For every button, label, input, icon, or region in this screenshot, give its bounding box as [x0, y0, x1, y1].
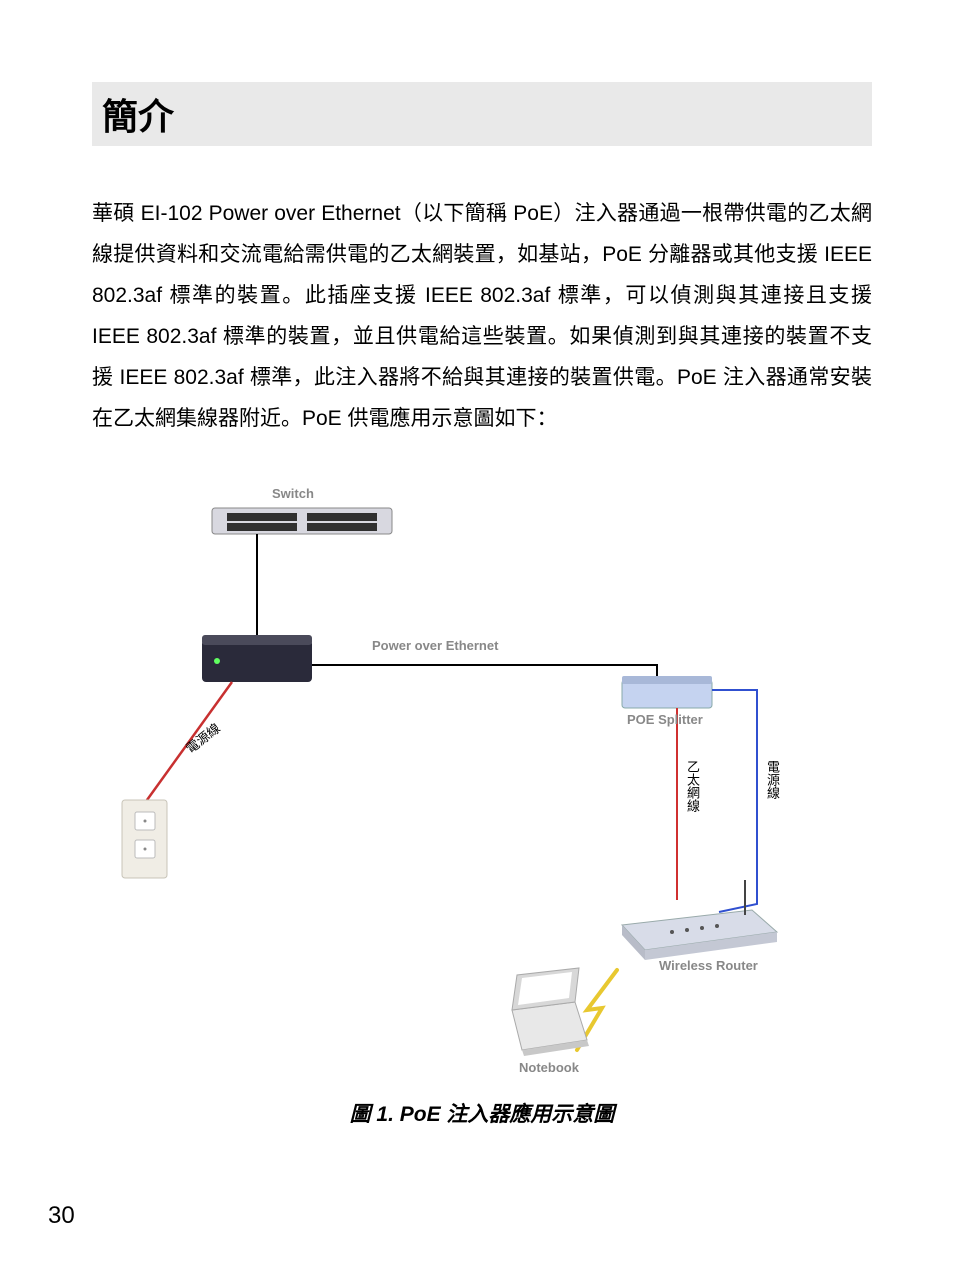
poe-label: Power over Ethernet [372, 638, 498, 653]
poe-diagram: Switch Power over Ethernet POE Splitter … [117, 480, 847, 1080]
intro-paragraph: 華碩 EI-102 Power over Ethernet（以下簡稱 PoE）注… [92, 194, 872, 440]
ethernet-cable-label: 乙太網線 [683, 760, 702, 812]
page-number: 30 [48, 1202, 75, 1230]
switch-label: Switch [272, 486, 314, 501]
router-label: Wireless Router [659, 958, 758, 973]
notebook-device [512, 968, 589, 1056]
heading-bar: 簡介 [92, 82, 872, 146]
cable-splitter-router-power [719, 708, 757, 912]
wireless-router-device [622, 880, 777, 960]
switch-device [212, 508, 392, 534]
cable-splitter-power-stub [712, 690, 757, 708]
power-cable-right-label: 電源線 [763, 760, 782, 799]
page-heading: 簡介 [102, 88, 862, 140]
poe-splitter-device [622, 676, 712, 708]
poe-injector-device [202, 635, 312, 682]
wall-socket [122, 800, 167, 878]
figure-caption: 圖 1. PoE 注入器應用示意圖 [92, 1098, 872, 1128]
splitter-label: POE Splitter [627, 712, 703, 727]
notebook-label: Notebook [519, 1060, 579, 1075]
cable-poe-ethernet [312, 665, 657, 680]
